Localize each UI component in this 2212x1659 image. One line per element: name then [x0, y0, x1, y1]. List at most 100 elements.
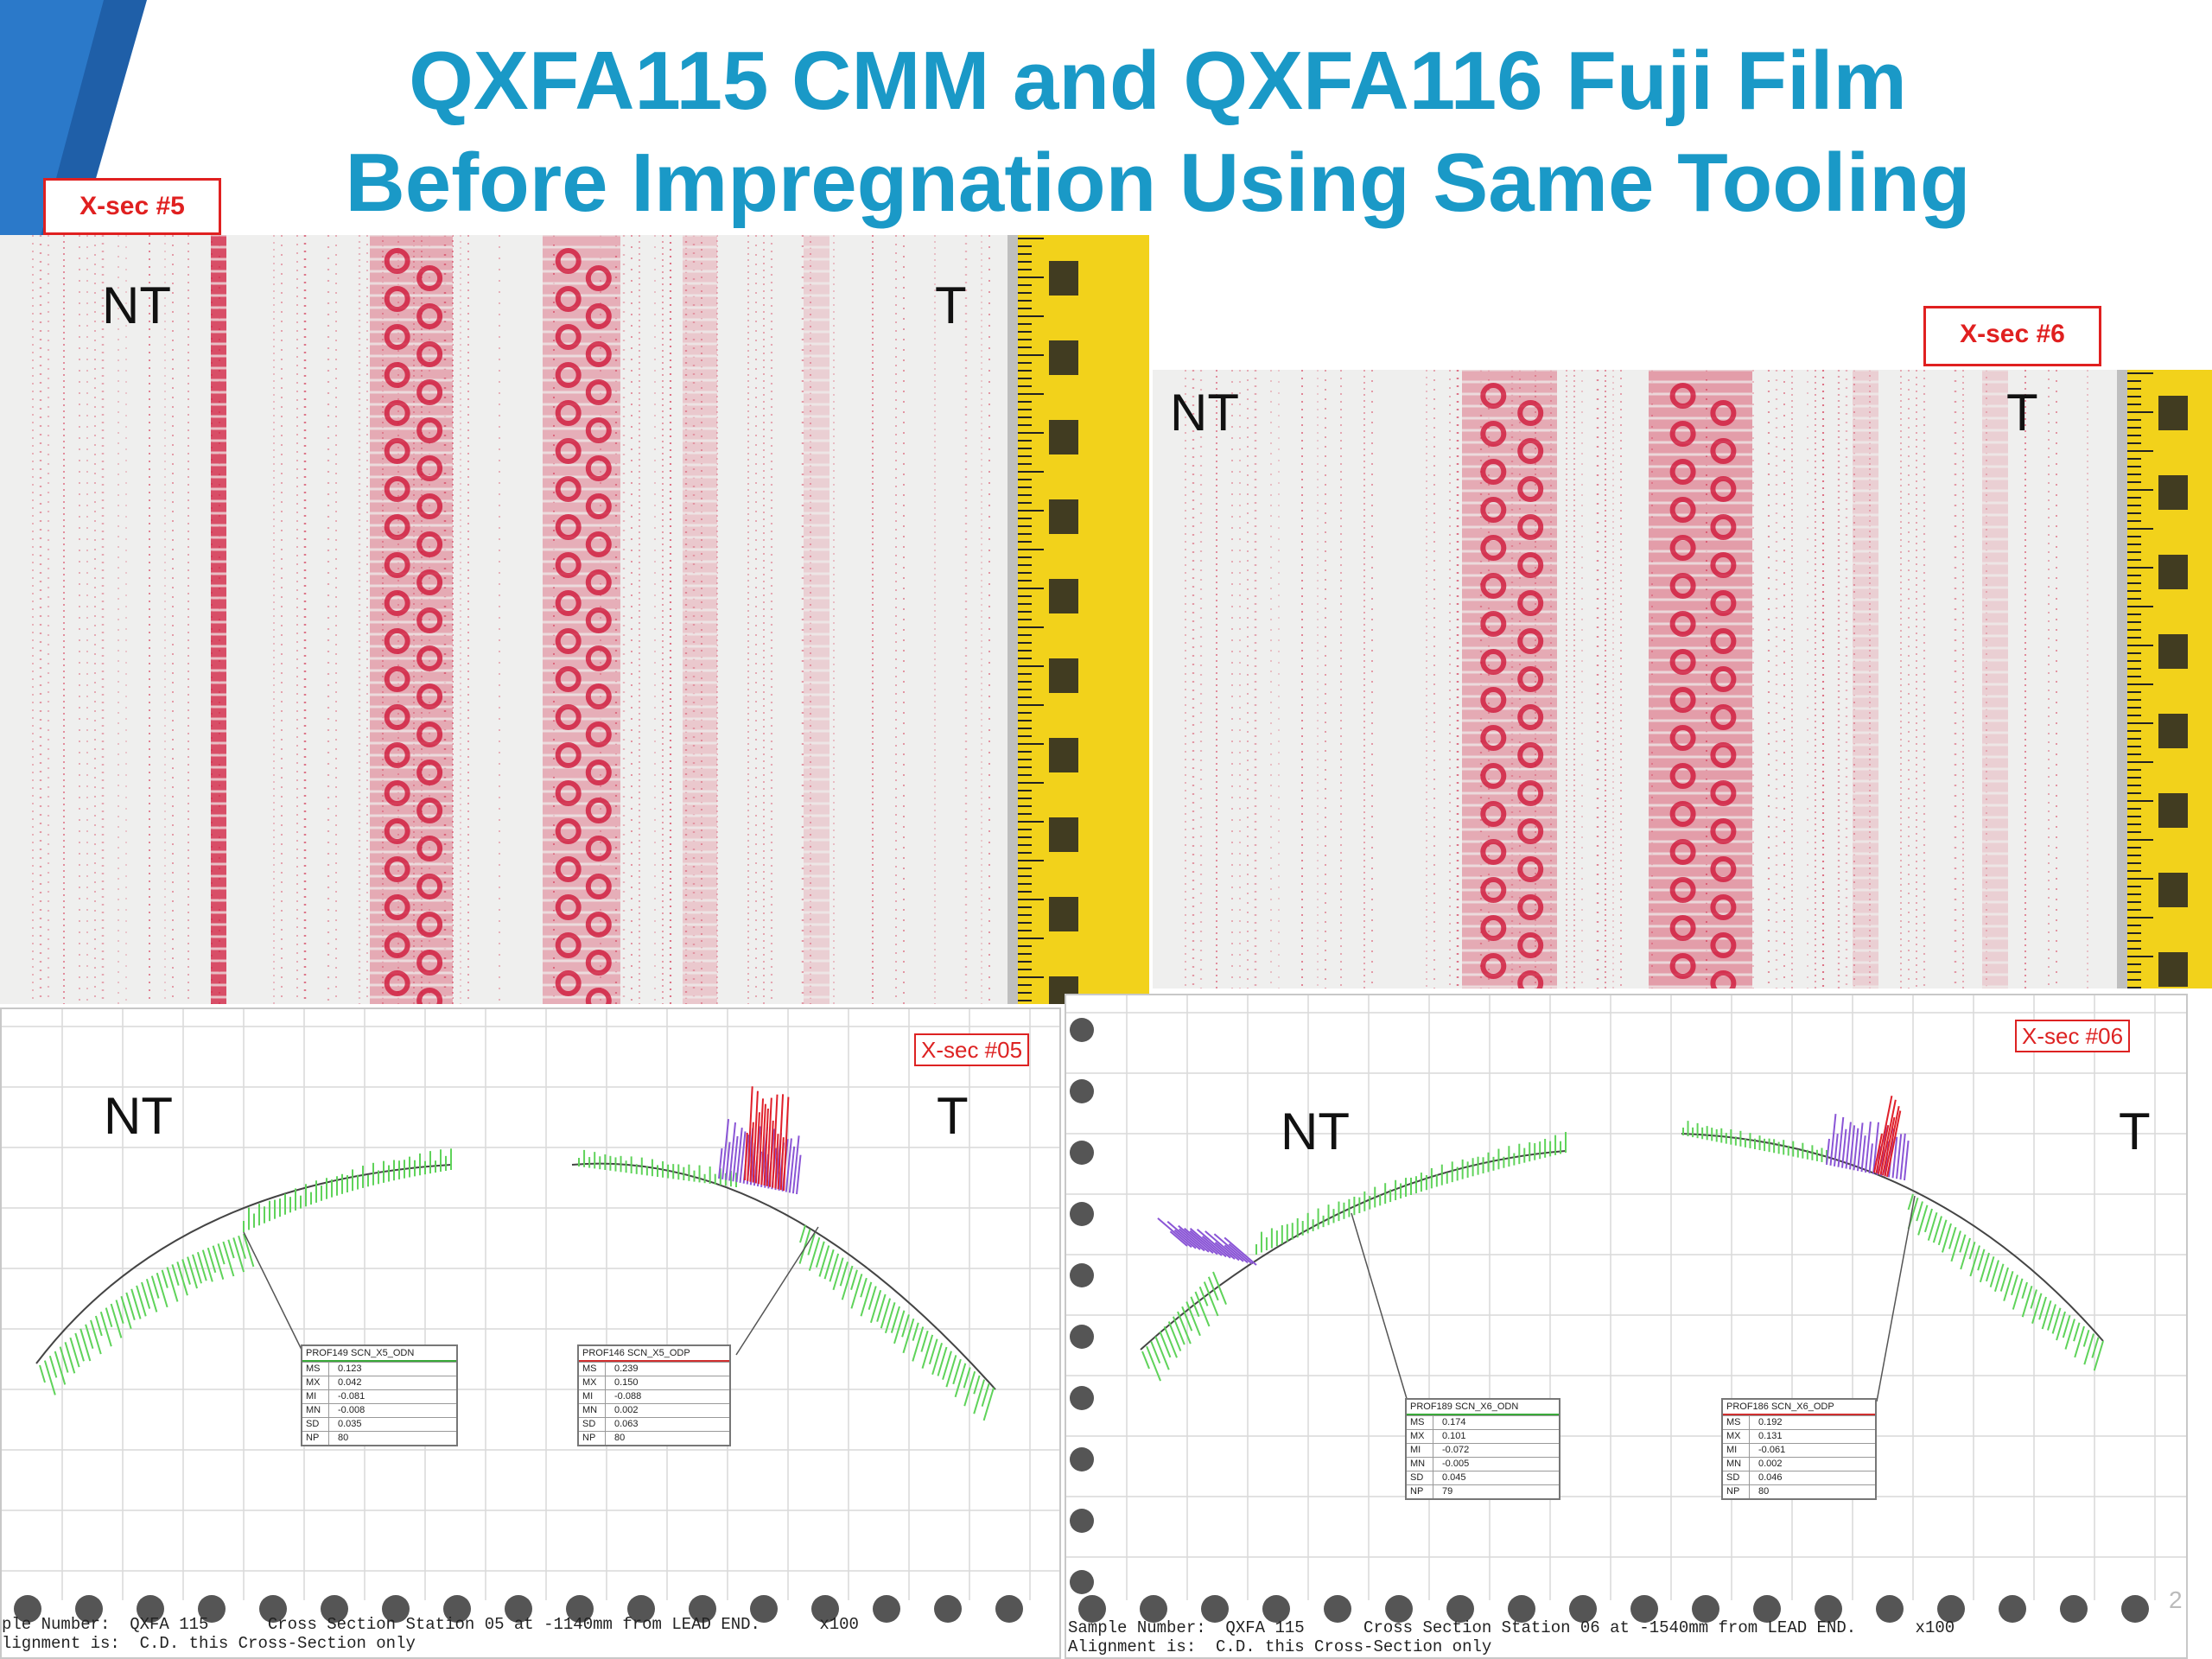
- stats-row: SD 0.035: [302, 1417, 456, 1431]
- stat-value: 0.002: [1758, 1459, 1783, 1469]
- stats-row: NP 80: [579, 1431, 729, 1445]
- stat-key: MN: [302, 1404, 329, 1417]
- cmm-footer-line-2: Alignment is: C.D. this Cross-Section on…: [1068, 1637, 1492, 1656]
- stat-key: SD: [1407, 1471, 1433, 1484]
- stat-key: NP: [1407, 1485, 1433, 1498]
- stats-row: MN -0.008: [302, 1403, 456, 1417]
- stat-value: 0.042: [338, 1377, 362, 1388]
- deviation-vectors: [1157, 1217, 1257, 1266]
- stat-value: 80: [338, 1433, 349, 1443]
- plot-grid: [1066, 995, 2186, 1600]
- stats-table-odn: PROF189 SCN_X6_ODN MS 0.174 MX 0.101 MI -0.…: [1405, 1398, 1560, 1500]
- stat-value: -0.081: [338, 1391, 365, 1402]
- stat-key: MX: [579, 1376, 606, 1389]
- stat-key: SD: [579, 1418, 606, 1431]
- stat-value: 0.239: [614, 1363, 639, 1374]
- ink-strand: [1982, 370, 2008, 988]
- stats-row: MX 0.101: [1407, 1429, 1559, 1443]
- fuji-film-pattern-right: [1185, 370, 2212, 988]
- stat-key: MS: [579, 1363, 606, 1376]
- deviation-vectors: [1682, 1121, 1827, 1163]
- nominal-profile: [1140, 1133, 2104, 1351]
- sprocket-dots: [1070, 1018, 2149, 1623]
- stat-value: 0.046: [1758, 1472, 1783, 1483]
- ink-strand: [804, 235, 830, 1004]
- stat-value: -0.008: [338, 1405, 365, 1415]
- xsec-5-label: X-sec #5: [43, 178, 221, 235]
- stat-key: MS: [1407, 1416, 1433, 1429]
- cmm-footer-line-1: Sample Number: QXFA 115 Cross Section St…: [1068, 1618, 1955, 1637]
- stat-key: NP: [302, 1432, 329, 1445]
- stats-row: NP 80: [1723, 1484, 1875, 1498]
- stats-row: NP 79: [1407, 1484, 1559, 1498]
- t-label: T: [2119, 1103, 2151, 1160]
- stat-key: SD: [302, 1418, 329, 1431]
- stats-header: PROF149 SCN_X5_ODN: [302, 1346, 456, 1362]
- t-label: T: [935, 276, 967, 334]
- deviation-vectors: [39, 1233, 255, 1395]
- stats-row: MI -0.081: [302, 1389, 456, 1403]
- corner-accent: [0, 0, 147, 285]
- stat-key: MX: [1723, 1430, 1750, 1443]
- stat-value: -0.061: [1758, 1445, 1786, 1455]
- stats-header: PROF146 SCN_X5_ODP: [579, 1346, 729, 1362]
- stat-key: MS: [302, 1363, 329, 1376]
- xsec-6-label: X-sec #6: [1923, 306, 2101, 366]
- stat-key: MI: [302, 1390, 329, 1403]
- sprocket-dots: [14, 1595, 1023, 1623]
- stat-value: 0.192: [1758, 1417, 1783, 1427]
- stats-row: SD 0.045: [1407, 1471, 1559, 1484]
- stat-key: MX: [1407, 1430, 1433, 1443]
- stat-value: 0.002: [614, 1405, 639, 1415]
- t-label: T: [2006, 384, 2038, 442]
- stats-row: SD 0.046: [1723, 1471, 1875, 1484]
- ink-strand: [543, 235, 620, 1004]
- ink-lines: [1185, 370, 2088, 988]
- stat-value: 0.123: [338, 1363, 362, 1374]
- stats-row: SD 0.063: [579, 1417, 729, 1431]
- stat-key: SD: [1723, 1471, 1750, 1484]
- stats-row: MX 0.131: [1723, 1429, 1875, 1443]
- stat-value: -0.088: [614, 1391, 642, 1402]
- slide-title-line-2: Before Impregnation Using Same Tooling: [345, 137, 1971, 229]
- stats-row: MI -0.061: [1723, 1443, 1875, 1457]
- stat-value: 0.174: [1442, 1417, 1466, 1427]
- xsec-05-label: X-sec #05: [914, 1033, 1030, 1066]
- ink-lines: [32, 235, 990, 1004]
- fuji-film-pattern-left: [32, 235, 1149, 1004]
- cmm-plot-right: X-sec #06 NT T PROF189 SCN_X6_ODN MS 0.17…: [1065, 994, 2188, 1659]
- stats-row: MX 0.150: [579, 1376, 729, 1389]
- stat-key: MN: [579, 1404, 606, 1417]
- stat-key: NP: [579, 1432, 606, 1445]
- stat-value: 0.035: [338, 1419, 362, 1429]
- stats-table-odp: PROF146 SCN_X5_ODP MS 0.239 MX 0.150 MI -0.…: [577, 1344, 731, 1446]
- nt-label: NT: [1281, 1103, 1350, 1160]
- deviation-vectors: [1873, 1096, 1902, 1178]
- cmm-deviation-plot-left: [2, 1009, 1059, 1623]
- stats-row: MS 0.192: [1723, 1415, 1875, 1429]
- nt-label: NT: [102, 276, 171, 334]
- deviation-vectors: [1826, 1114, 1910, 1181]
- stats-row: MS 0.239: [579, 1362, 729, 1376]
- ink-strand: [211, 235, 226, 1004]
- stat-key: MI: [1407, 1444, 1433, 1457]
- ink-strand: [1462, 370, 1557, 988]
- stats-row: MN 0.002: [1723, 1457, 1875, 1471]
- stats-row: MX 0.042: [302, 1376, 456, 1389]
- stats-header: PROF189 SCN_X6_ODN: [1407, 1400, 1559, 1415]
- deviation-vectors: [744, 1086, 790, 1192]
- fuji-film-photo-right: NT T: [1153, 370, 2212, 988]
- stat-value: 0.131: [1758, 1431, 1783, 1441]
- measuring-tape: [2117, 370, 2212, 988]
- ink-strand: [683, 235, 717, 1004]
- leader-lines: [243, 1226, 819, 1356]
- stat-value: -0.072: [1442, 1445, 1470, 1455]
- stat-key: MI: [1723, 1444, 1750, 1457]
- stat-value: 0.150: [614, 1377, 639, 1388]
- stats-row: MS 0.123: [302, 1362, 456, 1376]
- stats-row: MS 0.174: [1407, 1415, 1559, 1429]
- slide-title-line-1: QXFA115 CMM and QXFA116 Fuji Film: [409, 35, 1907, 127]
- stats-header: PROF186 SCN_X6_ODP: [1723, 1400, 1875, 1415]
- t-label: T: [937, 1087, 969, 1145]
- stat-value: 79: [1442, 1486, 1453, 1497]
